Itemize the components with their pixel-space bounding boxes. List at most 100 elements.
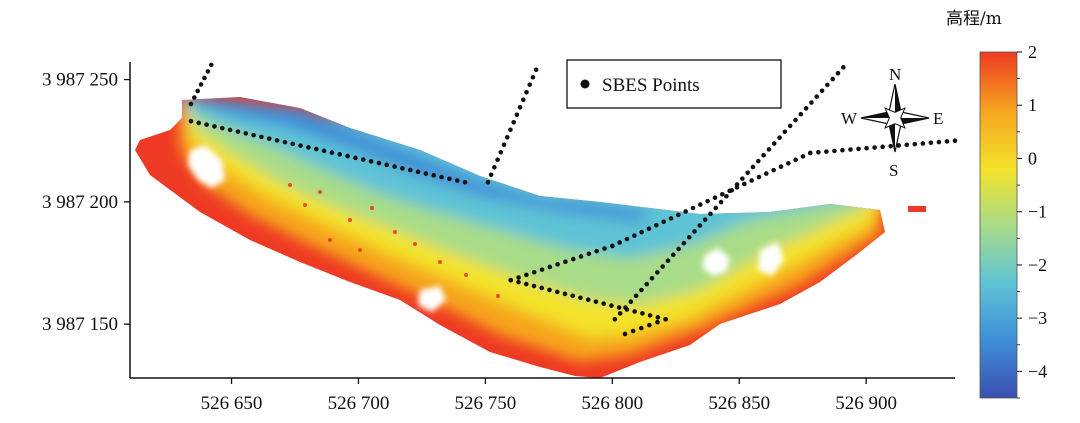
- sbes-point: [205, 69, 211, 74]
- island-mid: [418, 286, 446, 312]
- elevation-patch-east: [908, 206, 926, 212]
- sbes-point: [912, 141, 918, 147]
- sbes-point: [702, 217, 708, 222]
- sbes-point: [655, 319, 660, 325]
- sbes-point: [508, 277, 514, 283]
- sbes-point: [749, 178, 754, 183]
- sbes-point: [880, 144, 885, 150]
- colorbar-tick-label: 2: [1028, 42, 1037, 62]
- sbes-point: [251, 132, 256, 138]
- sbes-point: [554, 289, 560, 295]
- sbes-point: [531, 269, 537, 275]
- sbes-point: [524, 272, 529, 278]
- sbes-point: [644, 281, 650, 287]
- sbes-point: [306, 145, 311, 150]
- x-tick-label: 526 700: [328, 393, 390, 414]
- sbes-point: [431, 173, 437, 178]
- sbes-point: [602, 246, 607, 251]
- sbes-point: [712, 195, 718, 201]
- sbes-point: [668, 216, 674, 221]
- sbes-point: [756, 174, 762, 180]
- sbes-point: [570, 256, 576, 262]
- y-tick-label: 3 987 200: [42, 192, 118, 213]
- sbes-point: [649, 275, 655, 281]
- x-tick-label: 526 750: [455, 393, 517, 414]
- sbes-point: [690, 205, 696, 211]
- sbes-point: [539, 267, 545, 272]
- sbes-point: [888, 143, 893, 149]
- sbes-point: [632, 309, 637, 314]
- sbes-point: [454, 178, 460, 183]
- sbes-point: [204, 122, 209, 127]
- sbes-point: [660, 264, 665, 269]
- sbes-point: [235, 129, 241, 134]
- x-tick-label: 526 850: [708, 393, 770, 414]
- sbes-point: [508, 127, 513, 133]
- sbes-point: [764, 171, 769, 176]
- sbes-point: [511, 119, 516, 125]
- sbes-point: [944, 139, 950, 144]
- sbes-point: [630, 328, 636, 334]
- colorbar: 高程/m 2 1 0 −1 −2 −3 −4: [946, 9, 1047, 399]
- sbes-point: [692, 229, 697, 234]
- sbes-point: [376, 160, 382, 166]
- sbes-point: [530, 74, 536, 80]
- sbes-point: [547, 264, 553, 270]
- x-tick-label: 526 900: [835, 393, 897, 414]
- sbes-point: [848, 147, 853, 152]
- sbes-point: [786, 160, 791, 166]
- sbes-point: [809, 100, 814, 105]
- sbes-point: [742, 181, 747, 187]
- sbes-point: [798, 111, 804, 117]
- sbes-point: [647, 313, 653, 318]
- sbes-point: [616, 305, 622, 310]
- sbes-point: [803, 106, 809, 111]
- sbes-point: [835, 70, 841, 76]
- sbes-point: [188, 118, 194, 124]
- sbes-point: [609, 303, 614, 308]
- sbes-point: [447, 176, 452, 182]
- sbes-point: [188, 101, 194, 107]
- sbes-point: [952, 138, 958, 144]
- sbes-point: [661, 219, 666, 225]
- sbes-point: [622, 331, 628, 337]
- sbes-point: [814, 94, 820, 99]
- sbes-point: [415, 169, 421, 175]
- sbes-point: [670, 252, 676, 258]
- sbes-point: [683, 209, 688, 214]
- island-east-1: [702, 248, 730, 276]
- sbes-point: [646, 226, 652, 231]
- x-tick-label: 526 650: [201, 393, 263, 414]
- sbes-point: [766, 147, 772, 152]
- sbes-point: [800, 154, 806, 159]
- sbes-point: [663, 316, 668, 322]
- sbes-point: [353, 155, 358, 161]
- sbes-point: [516, 279, 521, 285]
- sbes-point: [632, 233, 637, 238]
- sbes-point: [593, 299, 599, 304]
- sbes-point: [498, 150, 504, 155]
- sbes-point: [360, 157, 366, 162]
- sbes-point: [697, 223, 703, 228]
- colorbar-tick-label: 1: [1028, 95, 1037, 115]
- colorbar-ticks: 2 1 0 −1 −2 −3 −4: [1017, 42, 1047, 399]
- sbes-point: [531, 283, 537, 289]
- compass-south: S: [889, 161, 898, 180]
- sbes-point: [705, 198, 710, 204]
- sbes-point: [488, 172, 494, 178]
- sbes-point: [516, 275, 521, 280]
- sbes-point: [533, 67, 539, 73]
- sbes-point: [195, 88, 200, 94]
- sbes-point: [928, 140, 934, 146]
- sbes-point: [547, 287, 552, 293]
- sbes-point: [655, 315, 661, 320]
- sbes-point: [321, 148, 327, 154]
- sbes-point: [787, 123, 793, 129]
- sbes-point: [329, 150, 335, 155]
- legend: SBES Points: [566, 59, 782, 109]
- sbes-point: [586, 251, 592, 257]
- sbes-point: [570, 293, 576, 299]
- sbes-point: [793, 117, 798, 123]
- sbes-point: [539, 285, 545, 291]
- sbes-point: [771, 141, 777, 146]
